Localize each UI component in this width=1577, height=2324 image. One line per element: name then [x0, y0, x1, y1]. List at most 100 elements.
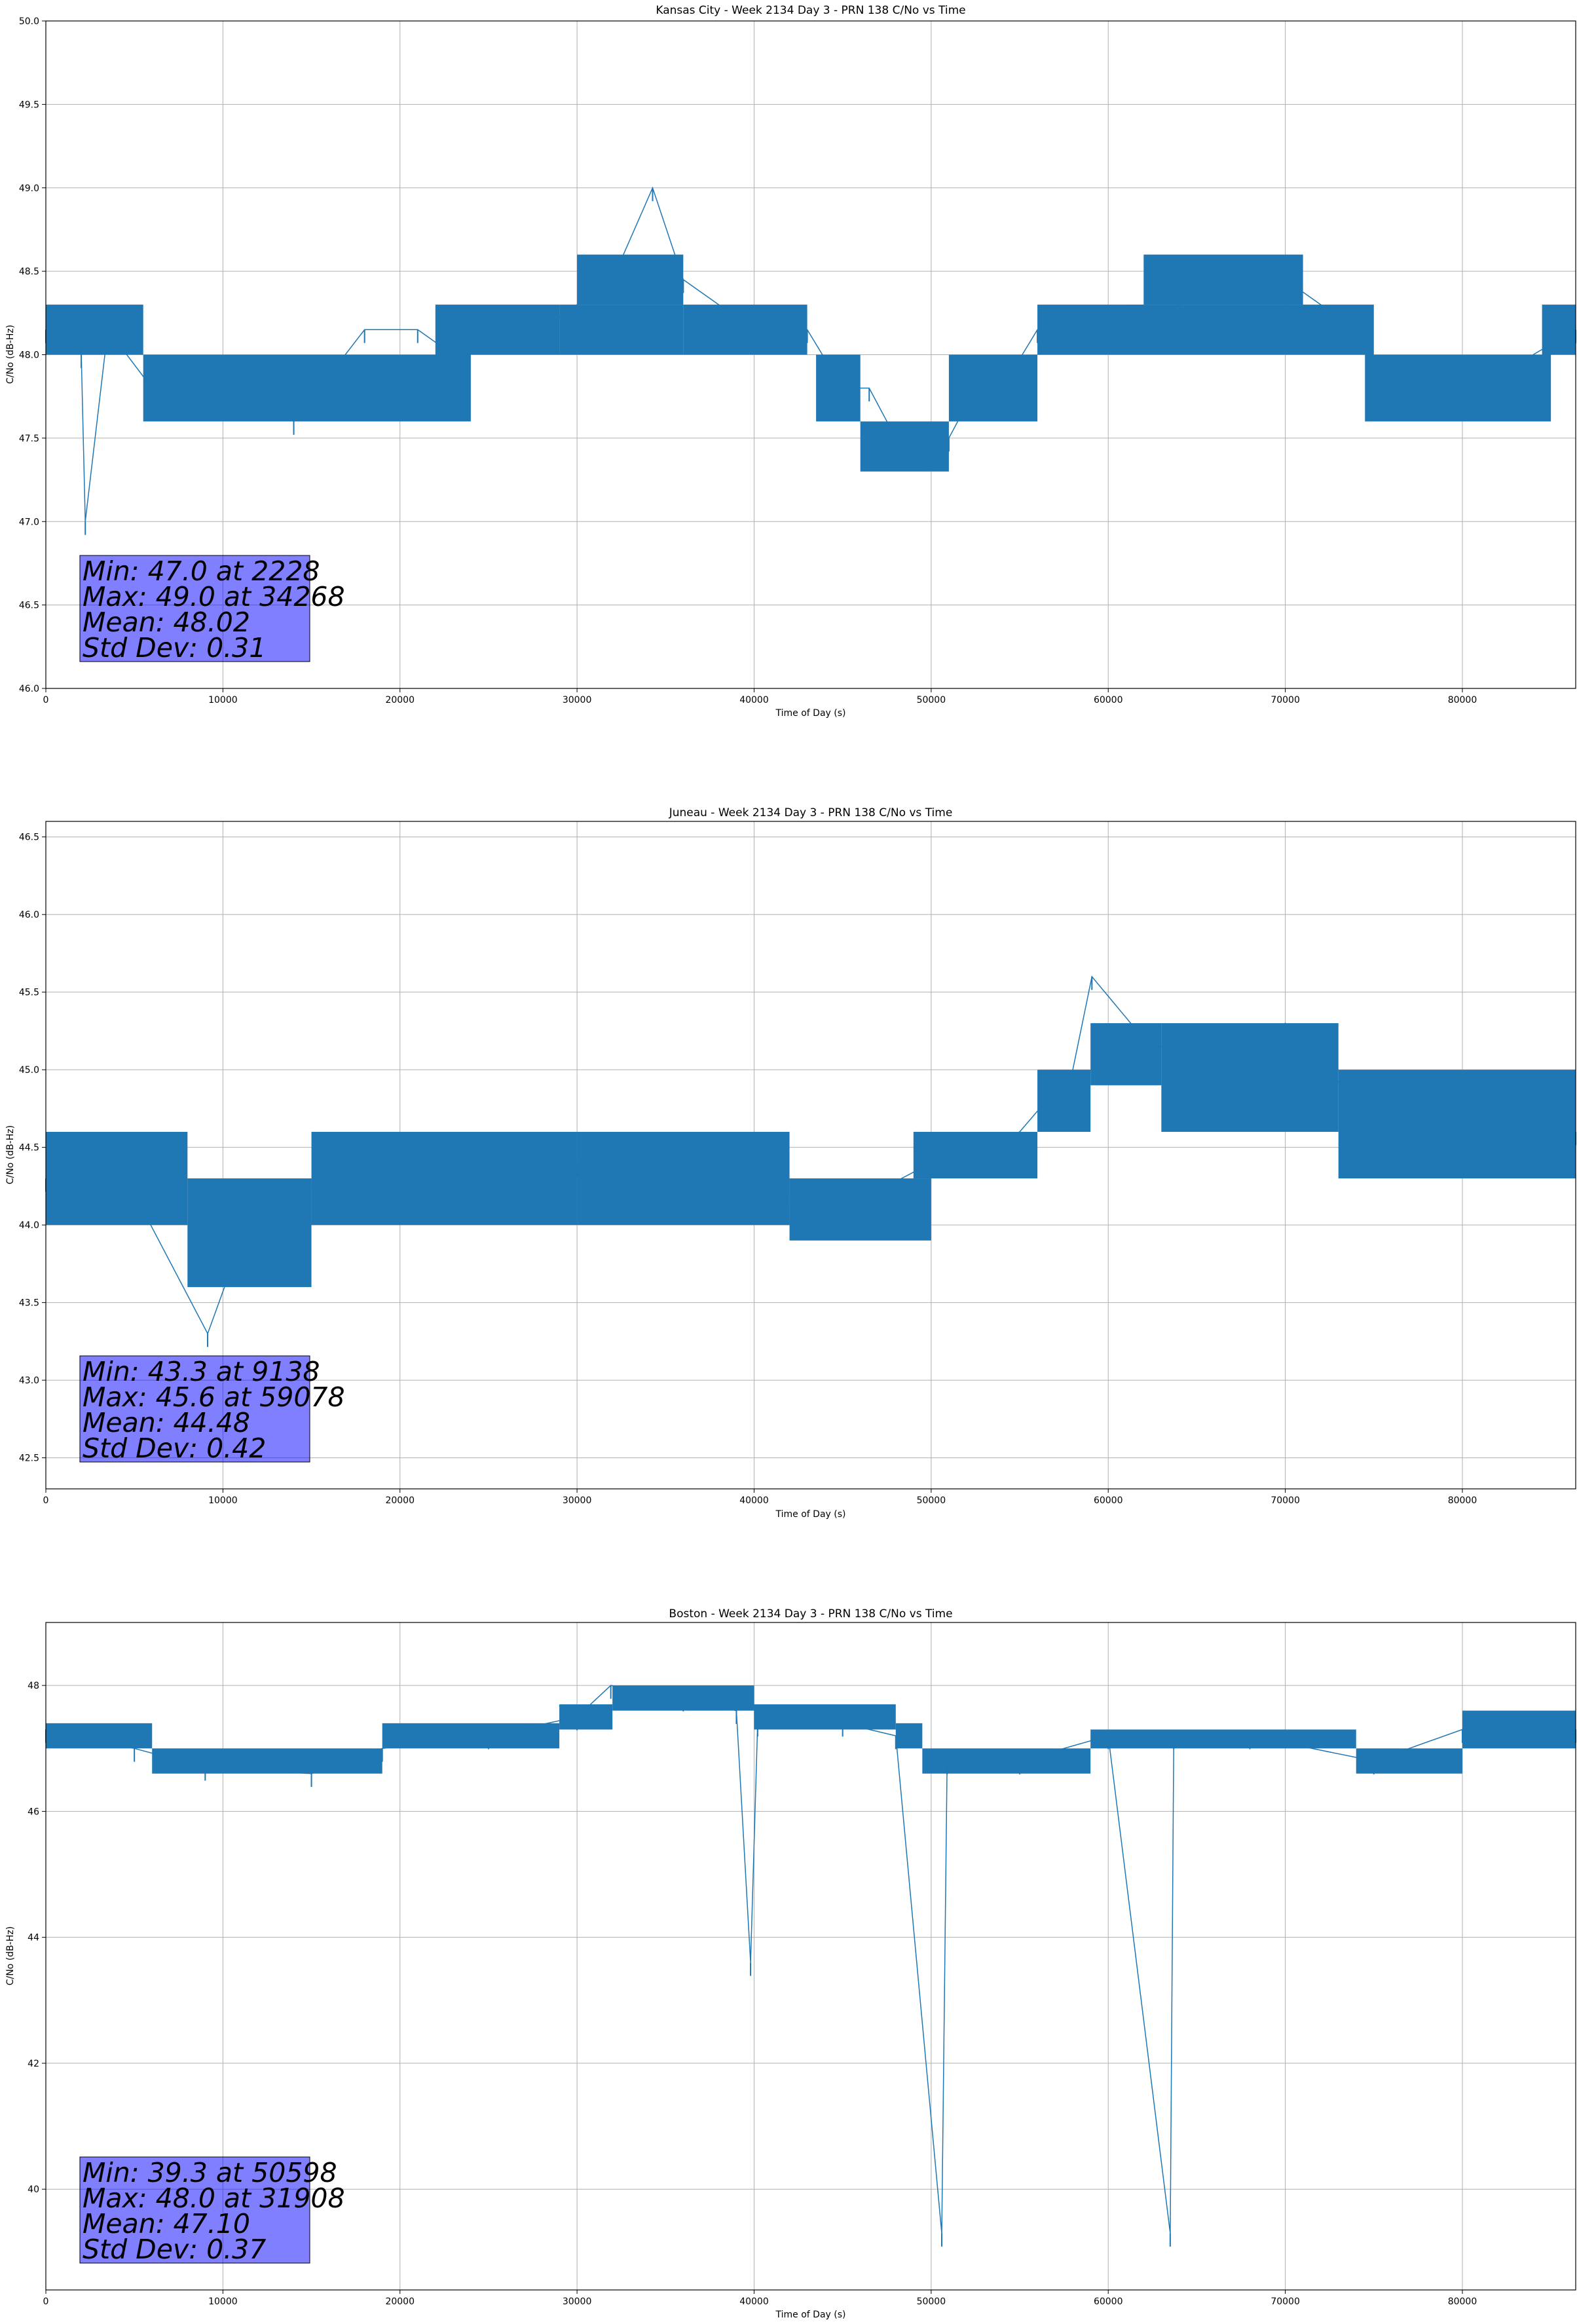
x-axis-label: Time of Day (s) — [775, 708, 846, 719]
x-tick-label: 70000 — [1271, 695, 1300, 705]
x-tick-label: 60000 — [1094, 695, 1123, 705]
signal-band — [789, 1178, 931, 1241]
x-tick-label: 30000 — [563, 1495, 592, 1506]
chart-kansas-city: Kansas City - Week 2134 Day 3 - PRN 138 … — [5, 4, 1576, 719]
y-tick-label: 46.0 — [19, 910, 39, 920]
plot-frame — [45, 20, 1576, 689]
y-tick-label: 49.0 — [19, 183, 39, 194]
signal-band — [46, 1723, 153, 1749]
ticks: 0 10000 20000 30000 40000 50000 60000 70000 8000… — [19, 16, 1477, 705]
stat-std-dev: Std Dev: 0.42 — [83, 1433, 266, 1464]
signal-band — [382, 1723, 560, 1749]
signal-band — [895, 1723, 923, 1749]
chart-title: Juneau - Week 2134 Day 3 - PRN 138 C/No … — [669, 806, 953, 819]
stats-box: Min: 43.3 at 9138 Max: 45.6 at 59078 Mea… — [79, 1355, 345, 1464]
chart-boston: Boston - Week 2134 Day 3 - PRN 138 C/No … — [5, 1607, 1576, 2320]
x-tick-label: 80000 — [1448, 695, 1477, 705]
y-tick-label: 46 — [28, 1807, 39, 1817]
chart-title: Boston - Week 2134 Day 3 - PRN 138 C/No … — [669, 1607, 952, 1621]
x-tick-label: 30000 — [563, 2296, 592, 2307]
signal-band — [152, 1748, 382, 1774]
signal-band — [1090, 1729, 1356, 1749]
y-tick-label: 43.5 — [19, 1298, 39, 1309]
chart-juneau: Juneau - Week 2134 Day 3 - PRN 138 C/No … — [5, 806, 1576, 1520]
stat-std-dev: Std Dev: 0.31 — [83, 632, 266, 664]
x-tick-label: 20000 — [385, 695, 415, 705]
y-tick-label: 46.5 — [19, 601, 39, 611]
y-tick-label: 47.5 — [19, 434, 39, 444]
series-line — [45, 1685, 1576, 2234]
signal-band — [577, 254, 684, 305]
y-tick-label: 48.5 — [19, 267, 39, 277]
y-tick-label: 45.5 — [19, 988, 39, 998]
y-tick-label: 46.5 — [19, 833, 39, 843]
stat-min: Min: 43.3 at 9138 — [83, 1356, 320, 1387]
chart-title: Kansas City - Week 2134 Day 3 - PRN 138 … — [656, 4, 965, 17]
stat-mean: Mean: 44.48 — [83, 1407, 250, 1438]
signal-band — [559, 305, 684, 355]
x-tick-label: 60000 — [1094, 1495, 1123, 1506]
stat-max: Max: 49.0 at 34268 — [83, 581, 345, 612]
x-tick-label: 10000 — [208, 695, 238, 705]
stat-min: Min: 47.0 at 2228 — [83, 555, 320, 587]
x-axis-label: Time of Day (s) — [775, 2310, 846, 2320]
x-tick-label: 50000 — [917, 2296, 946, 2307]
plot-frame — [45, 821, 1576, 1490]
stats-box-background — [79, 2156, 310, 2264]
y-axis-label: C/No (dB-Hz) — [5, 1926, 16, 1985]
x-tick-label: 30000 — [563, 695, 592, 705]
signal-band — [913, 1131, 1038, 1179]
stats-box: Min: 39.3 at 50598 Max: 48.0 at 31908 Me… — [79, 2156, 345, 2265]
y-tick-label: 47.0 — [19, 517, 39, 527]
y-tick-label: 45.0 — [19, 1065, 39, 1076]
x-tick-label: 20000 — [385, 1495, 415, 1506]
x-tick-label: 20000 — [385, 2296, 415, 2307]
stat-min: Min: 39.3 at 50598 — [83, 2157, 337, 2188]
signal-band — [754, 1704, 896, 1730]
x-tick-label: 40000 — [739, 695, 769, 705]
signal-band — [1090, 1023, 1162, 1085]
y-tick-label: 48.0 — [19, 350, 39, 361]
y-tick-label: 40 — [28, 2184, 39, 2195]
signal-band — [1542, 305, 1576, 355]
x-tick-label: 10000 — [208, 2296, 238, 2307]
stat-max: Max: 48.0 at 31908 — [83, 2183, 345, 2214]
signal-band — [1037, 1070, 1091, 1132]
y-tick-label: 44.5 — [19, 1143, 39, 1153]
y-tick-label: 42.5 — [19, 1453, 39, 1464]
y-axis-label: C/No (dB-Hz) — [5, 325, 16, 384]
x-tick-label: 40000 — [739, 1495, 769, 1506]
data-series — [45, 187, 1576, 535]
signal-band — [577, 1131, 790, 1226]
signal-band — [1161, 1023, 1339, 1132]
x-tick-label: 50000 — [917, 695, 946, 705]
stats-box: Min: 47.0 at 2228 Max: 49.0 at 34268 Mea… — [79, 555, 345, 664]
signal-band — [1462, 1070, 1576, 1179]
signal-band — [1126, 305, 1374, 355]
stats-box-background — [79, 555, 310, 662]
x-tick-label: 60000 — [1094, 2296, 1123, 2307]
x-tick-label: 10000 — [208, 1495, 238, 1506]
x-tick-label: 0 — [43, 2296, 49, 2307]
signal-band — [860, 421, 949, 472]
y-tick-label: 44 — [28, 1933, 39, 1943]
x-tick-label: 70000 — [1271, 1495, 1300, 1506]
x-axis-label: Time of Day (s) — [775, 1509, 846, 1520]
y-tick-label: 48 — [28, 1681, 39, 1691]
series-line — [45, 186, 1576, 522]
x-tick-label: 50000 — [917, 1495, 946, 1506]
x-tick-label: 40000 — [739, 2296, 769, 2307]
x-tick-label: 80000 — [1448, 1495, 1477, 1506]
stat-max: Max: 45.6 at 59078 — [83, 1381, 345, 1413]
y-tick-label: 44.0 — [19, 1220, 39, 1231]
stat-std-dev: Std Dev: 0.37 — [83, 2234, 266, 2265]
ticks: 0 10000 20000 30000 40000 50000 60000 70000 8000… — [28, 1681, 1477, 2307]
x-tick-label: 0 — [43, 1495, 49, 1506]
y-tick-label: 50.0 — [19, 16, 39, 27]
data-series — [45, 976, 1576, 1347]
y-tick-label: 43.0 — [19, 1376, 39, 1386]
stats-box-background — [79, 1355, 310, 1463]
signal-band — [1338, 1070, 1462, 1179]
signal-band — [46, 305, 143, 355]
